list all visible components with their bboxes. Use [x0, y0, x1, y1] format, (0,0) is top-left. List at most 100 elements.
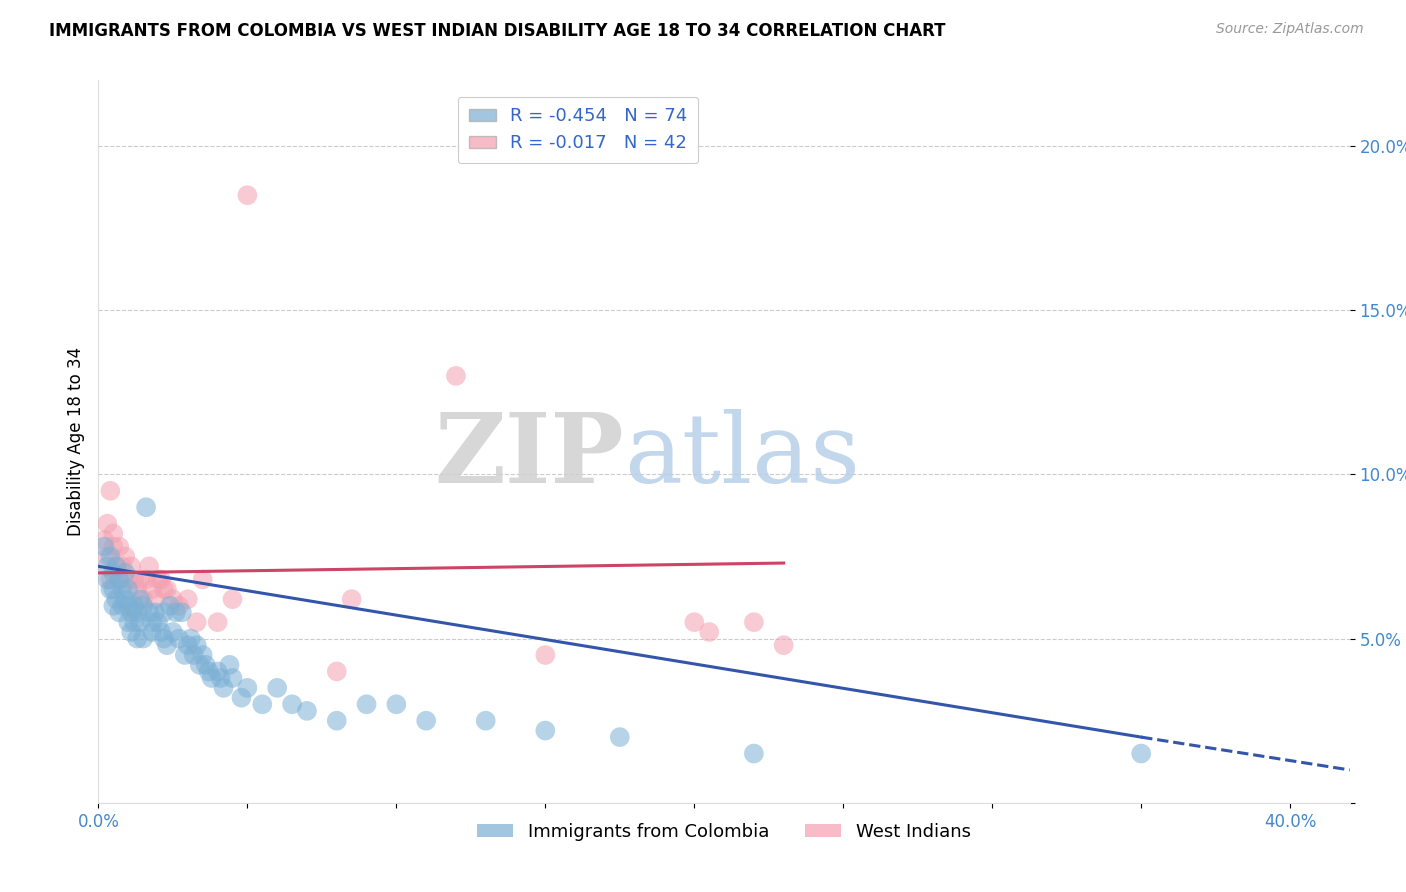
Point [146, 573, 169, 587]
Point [326, 714, 349, 728]
Point [167, 632, 190, 646]
Point [105, 559, 128, 574]
Point [135, 500, 157, 515]
Point [183, 648, 205, 662]
Point [96, 549, 118, 564]
Text: IMMIGRANTS FROM COLOMBIA VS WEST INDIAN DISABILITY AGE 18 TO 34 CORRELATION CHAR: IMMIGRANTS FROM COLOMBIA VS WEST INDIAN … [49, 22, 946, 40]
Point [162, 625, 184, 640]
Point [356, 698, 378, 712]
Point [108, 605, 131, 619]
Point [742, 615, 765, 630]
Point [159, 599, 181, 613]
Point [103, 582, 125, 597]
Point [1130, 747, 1153, 761]
Point [96, 573, 118, 587]
Point [188, 657, 211, 672]
Point [156, 582, 179, 597]
Point [173, 648, 195, 662]
Point [138, 605, 160, 619]
Point [108, 573, 131, 587]
Text: atlas: atlas [624, 409, 860, 503]
Point [120, 625, 142, 640]
Y-axis label: Disability Age 18 to 34: Disability Age 18 to 34 [66, 347, 84, 536]
Point [415, 714, 437, 728]
Point [772, 638, 794, 652]
Point [191, 648, 214, 662]
Point [236, 681, 259, 695]
Point [96, 559, 118, 574]
Point [697, 625, 720, 640]
Legend: Immigrants from Colombia, West Indians: Immigrants from Colombia, West Indians [470, 815, 979, 848]
Point [114, 566, 136, 580]
Point [186, 615, 208, 630]
Point [295, 704, 318, 718]
Point [127, 582, 149, 597]
Point [141, 625, 163, 640]
Point [111, 599, 134, 613]
Point [98, 549, 121, 564]
Point [103, 566, 125, 580]
Point [170, 605, 193, 619]
Point [120, 559, 142, 574]
Point [96, 516, 118, 531]
Point [105, 592, 128, 607]
Point [236, 188, 259, 202]
Point [683, 615, 706, 630]
Point [340, 592, 363, 607]
Point [150, 625, 173, 640]
Point [117, 573, 139, 587]
Point [108, 573, 131, 587]
Point [167, 599, 190, 613]
Point [127, 605, 149, 619]
Point [150, 573, 173, 587]
Text: Source: ZipAtlas.com: Source: ZipAtlas.com [1216, 22, 1364, 37]
Point [93, 540, 115, 554]
Point [122, 573, 145, 587]
Point [141, 615, 163, 630]
Point [197, 665, 219, 679]
Point [534, 723, 557, 738]
Point [165, 605, 187, 619]
Point [191, 573, 214, 587]
Point [326, 665, 349, 679]
Point [231, 690, 253, 705]
Point [218, 657, 240, 672]
Point [129, 592, 152, 607]
Point [111, 559, 134, 574]
Point [180, 632, 202, 646]
Point [138, 559, 160, 574]
Point [162, 592, 184, 607]
Point [221, 671, 243, 685]
Point [266, 681, 288, 695]
Point [105, 559, 128, 574]
Point [212, 681, 235, 695]
Point [98, 483, 121, 498]
Point [98, 573, 121, 587]
Point [103, 526, 125, 541]
Point [146, 615, 169, 630]
Point [117, 582, 139, 597]
Point [209, 671, 232, 685]
Point [444, 368, 467, 383]
Point [177, 592, 200, 607]
Point [141, 582, 163, 597]
Point [122, 599, 145, 613]
Point [207, 615, 229, 630]
Point [111, 582, 134, 597]
Point [129, 615, 152, 630]
Text: ZIP: ZIP [434, 409, 624, 503]
Point [153, 632, 176, 646]
Point [252, 698, 274, 712]
Point [207, 665, 229, 679]
Point [114, 592, 136, 607]
Point [132, 599, 155, 613]
Point [534, 648, 557, 662]
Point [108, 540, 131, 554]
Point [98, 582, 121, 597]
Point [103, 599, 125, 613]
Point [156, 638, 179, 652]
Point [201, 671, 224, 685]
Point [132, 632, 155, 646]
Point [742, 747, 765, 761]
Point [103, 540, 125, 554]
